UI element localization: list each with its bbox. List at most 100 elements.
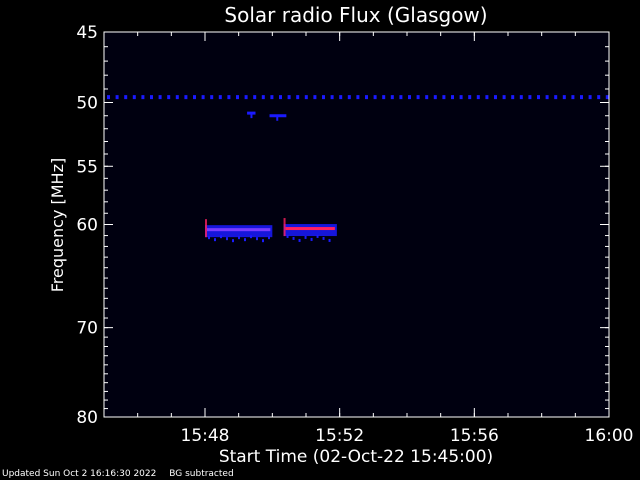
spectrogram-features: [107, 95, 609, 243]
rfi-dot: [279, 95, 282, 100]
emission-speckle: [298, 238, 301, 242]
emission-speckle: [268, 236, 270, 240]
rfi-dot: [236, 95, 239, 100]
emission-speckle: [316, 234, 319, 238]
rfi-dot: [365, 95, 368, 100]
rfi-dot: [330, 95, 334, 100]
emission-speckle: [238, 236, 240, 240]
rfi-dot: [124, 95, 128, 100]
rfi-dot: [519, 95, 523, 100]
rfi-dot: [390, 95, 394, 100]
plot-axes: 15:48 15:52 15:56 16:00 45 50 55 60 70 80: [76, 23, 633, 446]
rfi-dot: [494, 95, 497, 100]
y-axis-label: Frequency [MHz]: [48, 158, 67, 292]
rfi-dot: [313, 95, 317, 100]
rfi-burst-mark: [247, 111, 256, 115]
rfi-dot: [261, 95, 265, 100]
rfi-dot: [399, 95, 403, 100]
emission-speckle: [232, 239, 234, 243]
feature-rfi-burst: [269, 114, 287, 121]
rfi-dot: [218, 95, 222, 100]
rfi-dot: [597, 95, 601, 100]
emission-speckle: [262, 239, 264, 243]
rfi-dot: [107, 95, 110, 100]
rfi-dot: [545, 95, 549, 100]
rfi-dot: [580, 95, 583, 100]
rfi-dot: [132, 95, 136, 100]
emission-band-edge: [205, 219, 207, 238]
rfi-dot: [451, 95, 454, 100]
rfi-burst-mark: [250, 114, 253, 119]
rfi-dot: [605, 95, 609, 100]
rfi-dot: [356, 95, 360, 100]
rfi-dot: [244, 95, 248, 100]
rfi-dot: [511, 95, 515, 100]
rfi-dot: [193, 95, 196, 100]
rfi-dot: [485, 95, 489, 100]
emission-speckle: [214, 238, 216, 242]
emission-band-core: [207, 228, 271, 232]
rfi-dot: [433, 95, 437, 100]
rfi-dot: [322, 95, 325, 100]
feature-emission-band: [205, 219, 273, 243]
rfi-dot: [287, 95, 291, 100]
rfi-dot: [227, 95, 231, 100]
x-tick-label: 15:52: [315, 426, 364, 446]
emission-speckle: [256, 237, 258, 241]
feature-rfi-burst: [247, 111, 256, 119]
emission-speckle: [250, 235, 252, 239]
rfi-dot: [167, 95, 171, 100]
updated-timestamp: Updated Sun Oct 2 16:16:30 2022: [2, 469, 157, 479]
rfi-dot: [270, 95, 274, 100]
rfi-dot: [468, 95, 472, 100]
rfi-dot: [175, 95, 179, 100]
rfi-dot: [201, 95, 205, 100]
rfi-dot: [476, 95, 480, 100]
chart-title: Solar radio Flux (Glasgow): [224, 3, 487, 27]
feature-emission-band: [283, 218, 337, 242]
bg-subtracted-note: BG subtracted: [169, 469, 234, 479]
y-tick-label: 55: [76, 157, 98, 177]
rfi-dot: [150, 95, 153, 100]
emission-speckle: [322, 236, 325, 240]
emission-band-core: [285, 227, 335, 231]
rfi-dot: [253, 95, 257, 100]
rfi-dot: [425, 95, 429, 100]
rfi-dot: [408, 95, 411, 100]
rfi-dot: [184, 95, 188, 100]
emission-speckle: [292, 236, 295, 240]
emission-speckle: [286, 234, 289, 238]
emission-band-edge: [283, 218, 286, 237]
rfi-burst-mark: [276, 116, 279, 121]
rfi-dot: [115, 95, 119, 100]
rfi-dot: [571, 95, 575, 100]
y-tick-label: 45: [76, 23, 98, 43]
rfi-dot: [382, 95, 386, 100]
emission-speckle: [244, 238, 246, 242]
x-tick-label: 15:48: [181, 426, 230, 446]
emission-speckle: [208, 236, 210, 240]
rfi-burst-mark: [269, 114, 287, 118]
rfi-dot: [554, 95, 558, 100]
rfi-dot: [296, 95, 300, 100]
x-tick-label: 15:56: [450, 426, 499, 446]
rfi-dot: [588, 95, 592, 100]
rfi-dot: [304, 95, 308, 100]
emission-speckle: [310, 237, 313, 241]
rfi-dot: [528, 95, 532, 100]
rfi-dot: [416, 95, 420, 100]
rfi-dot: [210, 95, 214, 100]
plot-background: [104, 32, 609, 417]
x-axis-label: Start Time (02-Oct-22 15:45:00): [219, 447, 493, 467]
feature-rfi-line: [107, 95, 609, 100]
rfi-dot: [339, 95, 343, 100]
x-tick-label: 16:00: [585, 426, 634, 446]
emission-speckle: [226, 237, 228, 241]
rfi-dot: [347, 95, 351, 100]
y-tick-label: 80: [76, 408, 98, 428]
y-tick-label: 70: [76, 319, 98, 339]
footer-status: Updated Sun Oct 2 16:16:30 2022 BG subtr…: [2, 469, 234, 479]
rfi-dot: [442, 95, 446, 100]
rfi-dot: [158, 95, 162, 100]
